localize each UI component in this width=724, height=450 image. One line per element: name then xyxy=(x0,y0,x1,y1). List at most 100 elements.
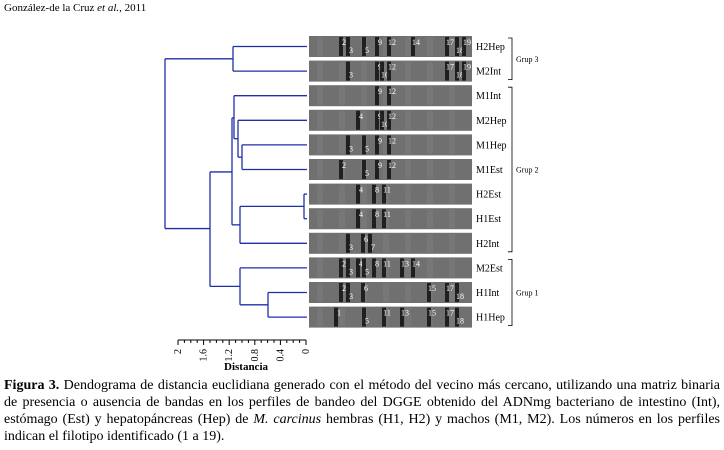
lane-texture xyxy=(339,209,345,229)
lane-texture xyxy=(317,184,323,204)
caption-text-1: Dendograma de distancia euclidiana gener… xyxy=(4,378,721,427)
band-number: 6 xyxy=(364,284,368,293)
lane-strip xyxy=(309,208,472,230)
band-number: 2 xyxy=(342,259,346,268)
lane-texture xyxy=(427,110,433,130)
band-mark xyxy=(455,37,459,56)
band-number: 3 xyxy=(349,144,353,153)
band-number: 17 xyxy=(446,38,454,47)
gel-lane: 4 8 11 H1Est xyxy=(309,208,501,230)
lane-texture xyxy=(339,135,345,155)
lane-label: H2Int xyxy=(476,239,500,250)
band-mark xyxy=(400,258,404,278)
lane-texture xyxy=(317,37,323,56)
band-mark xyxy=(362,258,366,278)
band-number: 19 xyxy=(463,63,471,72)
lane-texture xyxy=(339,61,345,81)
lane-texture xyxy=(427,184,433,204)
lane-texture xyxy=(449,283,455,302)
band-number: 12 xyxy=(388,38,396,47)
band-number: 14 xyxy=(412,38,420,47)
lane-texture xyxy=(339,184,345,204)
lane-texture xyxy=(383,135,389,155)
band-number: 10 xyxy=(381,71,389,80)
band-number: 7 xyxy=(371,243,375,252)
band-mark xyxy=(375,86,379,106)
band-number: 11 xyxy=(383,210,391,219)
header-year: , 2011 xyxy=(119,2,147,14)
lane-texture xyxy=(449,86,455,106)
lane-texture xyxy=(317,135,323,155)
band-mark xyxy=(382,209,386,229)
lane-label: M1Est xyxy=(476,165,503,176)
lane-texture xyxy=(361,86,367,106)
band-number: 11 xyxy=(383,186,391,195)
lane-texture xyxy=(427,209,433,229)
band-number: 14 xyxy=(412,259,420,268)
lane-texture xyxy=(449,209,455,229)
band-number: 2 xyxy=(342,38,346,47)
band-mark xyxy=(455,307,459,327)
band-number: 12 xyxy=(388,136,396,145)
band-mark xyxy=(375,135,379,155)
band-number: 5 xyxy=(365,267,369,276)
lane-label: H1Est xyxy=(476,214,501,225)
band-mark xyxy=(361,233,365,253)
header-authors: González-de la Cruz xyxy=(4,2,95,14)
band-number: 18 xyxy=(456,317,464,326)
axis-tick-label: 0 xyxy=(301,349,312,354)
lane-texture xyxy=(427,135,433,155)
band-mark xyxy=(346,135,350,155)
band-number: 9 xyxy=(378,38,382,47)
band-mark xyxy=(361,283,365,302)
band-mark xyxy=(339,160,343,179)
band-number: 3 xyxy=(349,243,353,252)
band-mark xyxy=(411,37,415,56)
band-number: 4 xyxy=(359,210,363,219)
lane-texture xyxy=(317,258,323,278)
band-mark xyxy=(372,209,376,229)
lane-texture xyxy=(339,86,345,106)
lane-texture xyxy=(317,283,323,302)
lane-texture xyxy=(449,184,455,204)
band-number: 8 xyxy=(375,210,379,219)
band-mark xyxy=(362,135,366,155)
group-label: Grup 2 xyxy=(516,166,538,175)
lane-texture xyxy=(383,233,389,253)
lane-strip xyxy=(309,306,472,328)
band-number: 18 xyxy=(456,46,464,55)
band-mark xyxy=(346,283,350,302)
lane-texture xyxy=(427,61,433,81)
group-bracket xyxy=(508,37,513,80)
lane-label: M1Int xyxy=(476,91,501,102)
band-number: 17 xyxy=(446,284,454,293)
band-number: 13 xyxy=(401,259,409,268)
band-mark xyxy=(380,110,384,130)
lane-label: H2Est xyxy=(476,190,501,201)
band-mark xyxy=(400,307,404,327)
band-mark xyxy=(445,61,449,81)
gel-lane: 3 59 12 M1Hep xyxy=(309,134,507,156)
band-mark xyxy=(372,258,376,278)
lane-texture xyxy=(427,258,433,278)
gel-background xyxy=(307,34,474,332)
gel-lane: 9 12 M1Int xyxy=(309,85,501,107)
lane-texture xyxy=(405,283,411,302)
band-number: 5 xyxy=(365,317,369,326)
distance-axis: 2 1.6 1.2 0.8 0.4 0 Distancia xyxy=(173,339,312,373)
lane-texture xyxy=(427,233,433,253)
band-number: 9 xyxy=(378,136,382,145)
caption-species: M. carcinus xyxy=(253,412,322,427)
band-mark xyxy=(375,37,379,56)
gel-lane: 491012M2Hep xyxy=(309,109,507,131)
band-mark xyxy=(346,233,350,253)
band-number: 15 xyxy=(428,284,436,293)
lane-label: M2Int xyxy=(476,67,501,78)
band-mark xyxy=(375,160,379,179)
band-mark xyxy=(368,233,372,253)
lane-texture xyxy=(427,86,433,106)
lane-texture xyxy=(405,37,411,56)
